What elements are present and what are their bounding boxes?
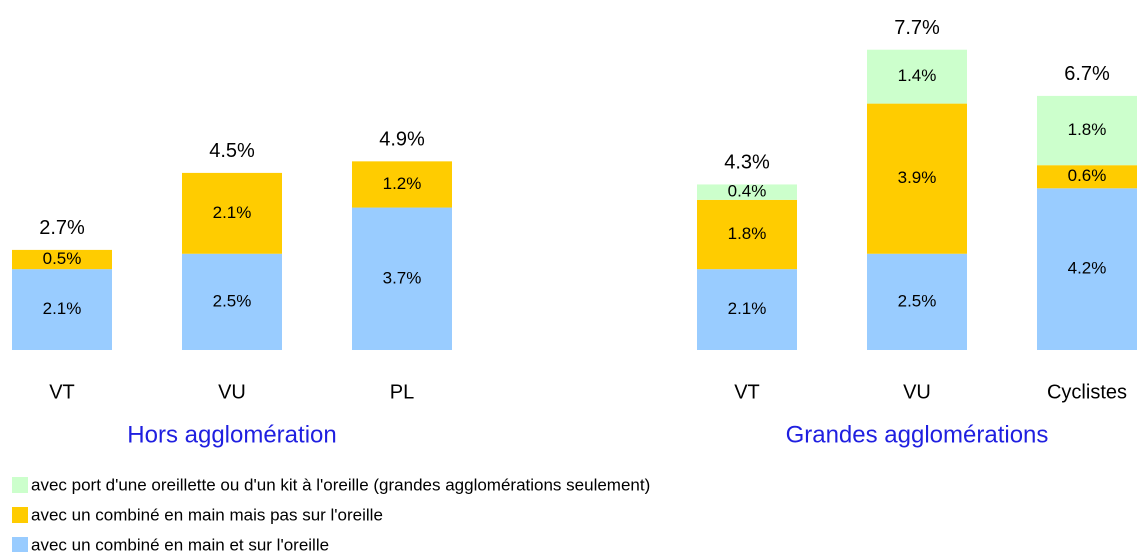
value-label: 2.1%	[728, 299, 767, 318]
legend-label: avec un combiné en main et sur l'oreille	[31, 535, 329, 552]
value-label: 1.8%	[1068, 120, 1107, 139]
total-label: 4.5%	[209, 140, 255, 162]
value-label: 0.5%	[43, 249, 82, 268]
x-tick-label: VU	[903, 381, 931, 403]
bar-segment	[697, 199, 797, 270]
value-label: 2.5%	[213, 291, 252, 310]
bar-segment	[697, 184, 797, 200]
bar-segment	[867, 103, 967, 254]
x-tick-label: VT	[734, 381, 760, 403]
bar-segment	[12, 269, 112, 350]
value-label: 4.2%	[1068, 259, 1107, 278]
bar-segment	[1037, 95, 1137, 166]
legend-label: avec un combiné en main mais pas sur l'o…	[31, 505, 383, 524]
value-label: 3.7%	[383, 268, 422, 287]
x-tick-label: Cyclistes	[1047, 381, 1127, 403]
value-label: 2.1%	[213, 203, 252, 222]
total-label: 7.7%	[894, 17, 940, 39]
bar-segment	[182, 172, 282, 254]
bar-segment	[182, 253, 282, 350]
value-label: 2.5%	[898, 291, 937, 310]
bar-segment	[867, 49, 967, 104]
total-label: 6.7%	[1064, 63, 1110, 85]
legend-swatch	[12, 537, 28, 552]
bar-segment	[867, 253, 967, 350]
value-label: 1.8%	[728, 224, 767, 243]
bar-segment	[352, 161, 452, 208]
value-label: 2.1%	[43, 299, 82, 318]
x-tick-label: VU	[218, 381, 246, 403]
legend-swatch	[12, 507, 28, 523]
value-label: 3.9%	[898, 168, 937, 187]
bar-segment	[12, 249, 112, 270]
legend-swatch	[12, 477, 28, 493]
value-label: 1.2%	[383, 174, 422, 193]
bar-segment	[697, 269, 797, 350]
value-label: 1.4%	[898, 66, 937, 85]
x-tick-label: PL	[390, 381, 414, 403]
total-label: 2.7%	[39, 217, 85, 239]
group-label: Grandes agglomérations	[786, 421, 1049, 448]
total-label: 4.3%	[724, 152, 770, 174]
bar-segment	[352, 207, 452, 350]
bar-segment	[1037, 188, 1137, 350]
legend-label: avec port d'une oreillette ou d'un kit à…	[31, 475, 650, 494]
total-label: 4.9%	[379, 129, 425, 151]
value-label: 0.6%	[1068, 166, 1107, 185]
bar-segment	[1037, 165, 1137, 189]
x-tick-label: VT	[49, 381, 75, 403]
value-label: 0.4%	[728, 182, 767, 201]
group-label: Hors agglomération	[127, 421, 336, 448]
